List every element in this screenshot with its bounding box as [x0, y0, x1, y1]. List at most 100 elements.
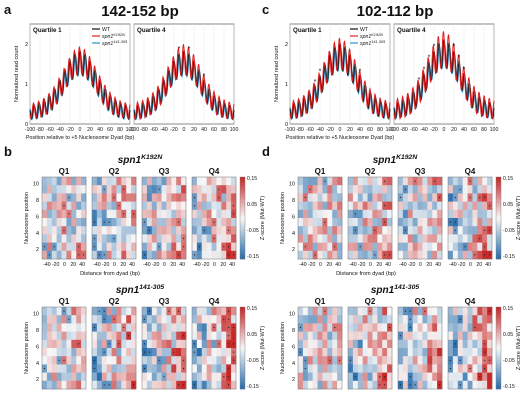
heatmap-cell: [151, 323, 157, 332]
significance-dot: [108, 384, 110, 386]
heatmap-cell: [46, 323, 53, 332]
heatmap-cell: [201, 177, 207, 186]
significance-dot: [438, 196, 441, 199]
heatmap-cell: [398, 364, 404, 373]
heatmap-cell: [437, 250, 443, 260]
heatmap-cell: [467, 242, 473, 252]
heatmap-cell: [307, 209, 313, 219]
colorbar-segment: [496, 179, 501, 182]
heatmap-cell: [146, 315, 153, 324]
x-tick-label: 0: [79, 127, 82, 133]
heatmap-cell: [327, 348, 333, 357]
heatmap-cell: [121, 250, 127, 260]
heatmap-cell: [201, 218, 207, 227]
x-tick-label: -40: [399, 262, 407, 268]
heatmap-cell: [462, 339, 468, 349]
heatmap-cell: [422, 218, 428, 227]
y-tick-label: 10: [33, 182, 39, 188]
heatmap-cell: [462, 372, 468, 382]
heatmap-cell: [482, 209, 488, 219]
heatmap-frame: [91, 176, 137, 260]
colorbar-segment: [240, 183, 245, 186]
heatmap-cell: [398, 348, 404, 357]
significance-dot: [399, 335, 402, 337]
heatmap-cell: [452, 323, 459, 332]
y-tick-label: 8: [292, 198, 295, 204]
heatmap-cell: [367, 201, 373, 211]
heatmap-cell: [332, 218, 338, 227]
heatmap-cell: [171, 315, 177, 324]
heatmap-cell: [146, 193, 153, 202]
heatmap-cell: [46, 177, 53, 186]
x-tick-label: 40: [485, 262, 491, 268]
heatmap-cell: [348, 307, 354, 316]
heatmap-cell: [116, 185, 122, 194]
heatmap-cell: [398, 185, 404, 194]
heatmap-cell: [467, 323, 473, 332]
heatmap-cell: [231, 307, 237, 316]
heatmap-cell: [42, 177, 48, 186]
colorbar-segment: [496, 197, 501, 200]
heatmap-cell: [412, 315, 418, 324]
heatmap-cell: [66, 331, 72, 341]
heatmap-cell: [407, 356, 413, 365]
y-tick-label: 4: [36, 231, 39, 237]
colorbar-segment: [496, 350, 501, 353]
heatmap-cell: [96, 242, 103, 252]
heatmap-cell: [161, 201, 167, 211]
legend-label: spn1141-305: [102, 40, 128, 47]
heatmap-cell: [487, 315, 493, 324]
heatmap-cell: [298, 201, 304, 211]
significance-dot: [58, 359, 60, 361]
heatmap-cell: [412, 307, 418, 316]
heatmap-cell: [457, 307, 463, 316]
heatmap-cell: [181, 209, 187, 219]
heatmap-cell: [171, 372, 177, 382]
heatmap-cell: [427, 177, 433, 186]
significance-dot: [384, 221, 386, 223]
significance-dot: [469, 196, 471, 199]
heatmap-cell: [472, 234, 478, 243]
x-tick-label: -40: [316, 127, 324, 133]
significance-dot: [218, 343, 220, 345]
heatmap-cell: [51, 356, 57, 365]
colorbar-segment: [496, 374, 501, 377]
x-tick-label: -60: [150, 127, 158, 133]
significance-dot: [414, 384, 416, 386]
heatmap-cell: [472, 339, 478, 349]
heatmap-cell: [337, 307, 343, 316]
heatmap-cell: [116, 348, 122, 357]
heatmap-cell: [372, 218, 378, 227]
colorbar-segment: [496, 358, 501, 361]
x-tick-label: 0: [319, 262, 322, 268]
heatmap-cell: [312, 234, 318, 243]
heatmap-cell: [387, 372, 393, 382]
significance-dot: [324, 310, 326, 312]
heatmap-cell: [362, 193, 368, 202]
heatmap-cell: [482, 177, 488, 186]
heatmap-cell: [161, 209, 167, 219]
significance-dot: [68, 196, 70, 199]
heatmap-cell: [196, 201, 203, 211]
heatmap-cell: [42, 323, 48, 332]
heatmap-cell: [161, 380, 167, 390]
heatmap-cell: [81, 323, 87, 332]
heatmap-cell: [402, 315, 409, 324]
y-tick-label: 10: [289, 182, 295, 188]
heatmap-cell: [322, 331, 328, 341]
heatmap-cell: [181, 339, 187, 349]
heatmap-cell: [121, 218, 127, 227]
heatmap-cell: [96, 226, 103, 235]
colorbar-frame: [495, 306, 502, 390]
colorbar-segment: [496, 218, 501, 221]
heatmap-cell: [302, 218, 309, 227]
heatmap-cell: [126, 193, 132, 202]
panel-a-quartile1-plot: Quartile 1: [29, 23, 131, 125]
heatmap-cell: [367, 234, 373, 243]
significance-dot: [454, 221, 456, 223]
heatmap-cell: [206, 193, 212, 202]
heatmap-cell: [422, 323, 428, 332]
heatmap-cell: [176, 323, 182, 332]
heatmap-cell: [106, 242, 112, 252]
heatmap-cell: [382, 356, 388, 365]
